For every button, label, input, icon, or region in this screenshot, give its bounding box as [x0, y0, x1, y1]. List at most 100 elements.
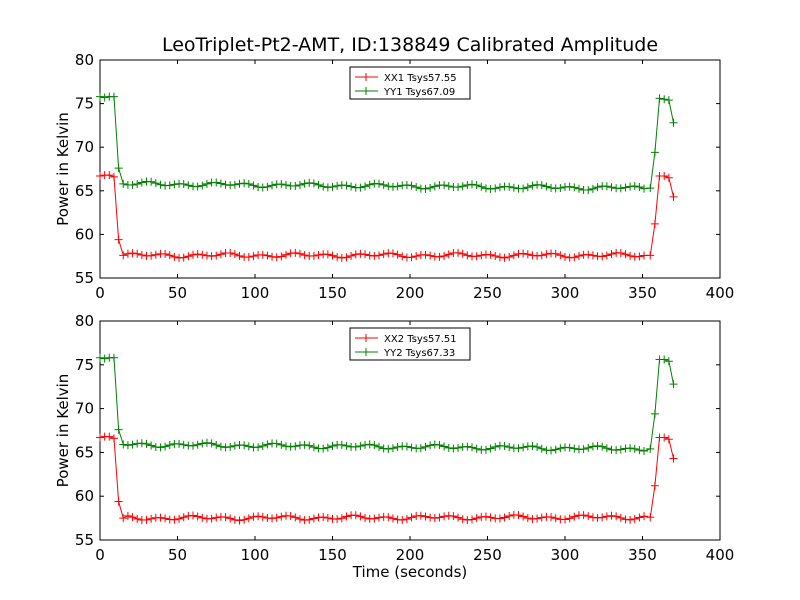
data-point [170, 515, 179, 524]
data-point [128, 513, 137, 522]
data-point [295, 515, 304, 524]
data-point [151, 250, 160, 259]
data-point [598, 513, 607, 522]
x-tick-label: 350 [628, 284, 657, 302]
data-point [212, 440, 221, 449]
data-point [291, 442, 300, 451]
x-tick-label: 100 [241, 284, 270, 302]
data-point [486, 444, 495, 453]
data-point [361, 513, 370, 522]
data-point [388, 444, 397, 453]
data-point [640, 447, 649, 456]
data-point [282, 442, 290, 451]
data-point [305, 515, 314, 524]
data-point [388, 182, 397, 191]
x-axis-label: Time (seconds) [352, 563, 468, 581]
data-point [579, 511, 588, 520]
data-point [454, 443, 463, 452]
y-tick-label: 65 [75, 443, 94, 461]
y-tick-label: 60 [75, 225, 94, 243]
data-point [388, 249, 397, 258]
data-point [458, 515, 467, 524]
data-point [226, 514, 235, 523]
data-point [268, 514, 277, 523]
data-point [212, 178, 221, 187]
data-point [375, 251, 383, 260]
data-point [100, 354, 109, 363]
data-point [519, 512, 528, 521]
data-point [458, 182, 467, 191]
data-point [193, 440, 202, 449]
data-point [509, 183, 518, 192]
data-point [468, 515, 476, 524]
data-point [193, 512, 202, 521]
data-point [258, 250, 267, 259]
data-point [300, 179, 309, 188]
data-point [179, 253, 188, 262]
data-point [356, 249, 365, 258]
data-point [440, 442, 449, 451]
data-point [660, 433, 669, 442]
data-point [463, 442, 472, 451]
data-point [309, 443, 318, 452]
data-point [254, 443, 263, 452]
data-point [486, 185, 495, 194]
data-point [635, 252, 644, 261]
series-line-xx [99, 174, 674, 259]
data-point [268, 181, 277, 190]
data-point [133, 514, 142, 523]
y-axis-label: Power in Kelvin [54, 112, 72, 226]
legend-marker [362, 334, 370, 342]
data-point [537, 444, 546, 453]
chart-title: LeoTriplet-Pt2-AMT, ID:138849 Calibrated… [161, 34, 659, 56]
data-point [244, 179, 253, 188]
data-point [561, 252, 569, 261]
data-point [221, 180, 230, 189]
legend-label: XX2 Tsys57.51 [384, 334, 457, 345]
data-point [198, 250, 207, 259]
legend-label: YY1 Tsys67.09 [383, 87, 455, 98]
data-point [607, 183, 616, 192]
data-point [621, 515, 630, 524]
data-point [565, 514, 574, 523]
x-tick-label: 50 [168, 546, 187, 564]
data-point [454, 513, 463, 522]
data-point [593, 183, 602, 192]
data-point [477, 182, 486, 191]
data-point [626, 515, 635, 524]
data-point [402, 515, 411, 524]
data-point [570, 512, 579, 521]
data-point [170, 252, 179, 261]
data-point [240, 441, 249, 450]
data-point [646, 184, 655, 193]
data-point [244, 253, 253, 262]
data-point [202, 438, 211, 447]
data-point [375, 442, 383, 451]
data-point [635, 446, 644, 455]
data-point [556, 183, 565, 192]
data-point [109, 434, 118, 443]
data-point [454, 248, 463, 257]
data-point [584, 186, 593, 195]
series-line-yy [99, 357, 674, 452]
data-point [398, 516, 407, 525]
data-point [370, 514, 379, 523]
data-point [323, 443, 332, 452]
data-point [147, 251, 156, 260]
data-point [309, 514, 318, 523]
data-point [421, 184, 430, 193]
data-point [650, 481, 659, 490]
data-point [258, 442, 267, 451]
data-point [669, 380, 678, 389]
data-point [221, 443, 230, 452]
x-tick-label: 200 [396, 546, 425, 564]
data-point [551, 184, 560, 193]
data-point [244, 442, 253, 451]
data-point [263, 440, 272, 449]
data-point [598, 442, 607, 451]
data-point [421, 442, 430, 451]
x-tick-label: 300 [551, 546, 580, 564]
data-point [626, 251, 635, 260]
data-point [463, 516, 472, 525]
data-point [202, 179, 211, 188]
